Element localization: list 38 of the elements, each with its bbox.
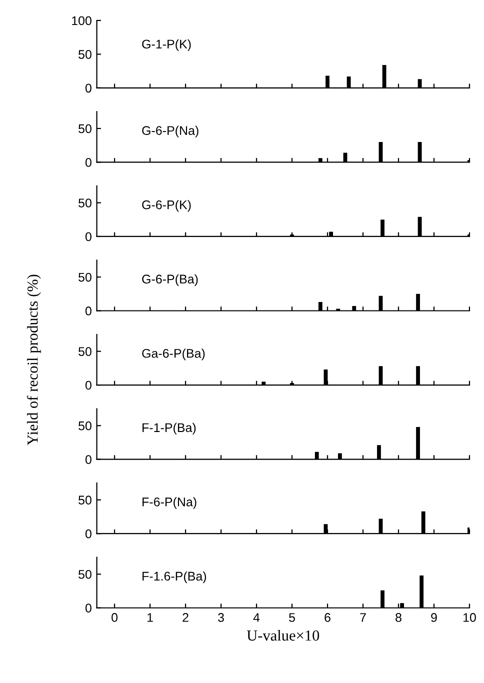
x-tick-label: 10 (463, 613, 476, 622)
y-tick-label: 50 (78, 347, 92, 356)
x-axis-title: U-value×10 (246, 630, 320, 641)
text: G-6-P(Ba) (142, 274, 198, 286)
y-tick-label: 50 (78, 421, 92, 430)
x-tick-label: 0 (112, 613, 118, 622)
y-tick-label: 0 (85, 232, 92, 242)
text: F-6-P(Na) (142, 497, 196, 509)
y-tick-label: 50 (78, 570, 92, 579)
y-tick-label: 50 (78, 50, 92, 59)
x-tick-label: 5 (289, 613, 295, 622)
x-tick-label: 1 (148, 613, 153, 622)
y-tick-label: 100 (72, 16, 92, 26)
y-tick-label: 0 (85, 84, 92, 93)
y-tick-label: 50 (78, 496, 92, 505)
text: G-1-P(K) (142, 39, 191, 52)
y-tick-label: 0 (85, 158, 92, 167)
x-tick-label: 8 (396, 613, 402, 622)
y-tick-label: 50 (78, 198, 92, 208)
x-tick-label: 4 (253, 613, 260, 622)
y-tick-label: 0 (85, 529, 92, 538)
text: F-1.6-P(Ba) (142, 571, 206, 584)
y-tick-label: 0 (85, 306, 92, 316)
x-tick-label: 3 (218, 613, 224, 622)
y-tick-label: 0 (85, 380, 92, 390)
x-tick-label: 2 (182, 613, 188, 622)
y-axis-title: Yield of recoil products (%) (26, 274, 41, 446)
x-tick-label: 9 (431, 613, 437, 622)
text: Ga-6-P(Ba) (142, 348, 205, 360)
text: G-6-P(Na) (142, 126, 198, 138)
y-tick-label: 0 (85, 604, 92, 613)
y-tick-label: 0 (85, 455, 92, 464)
x-tick-label: 7 (360, 613, 366, 622)
x-tick-label: 6 (324, 613, 330, 622)
text: G-6-P(K) (142, 200, 191, 212)
y-tick-label: 50 (78, 272, 92, 282)
text: F-1-P(Ba) (142, 422, 196, 435)
y-tick-label: 50 (78, 124, 92, 134)
